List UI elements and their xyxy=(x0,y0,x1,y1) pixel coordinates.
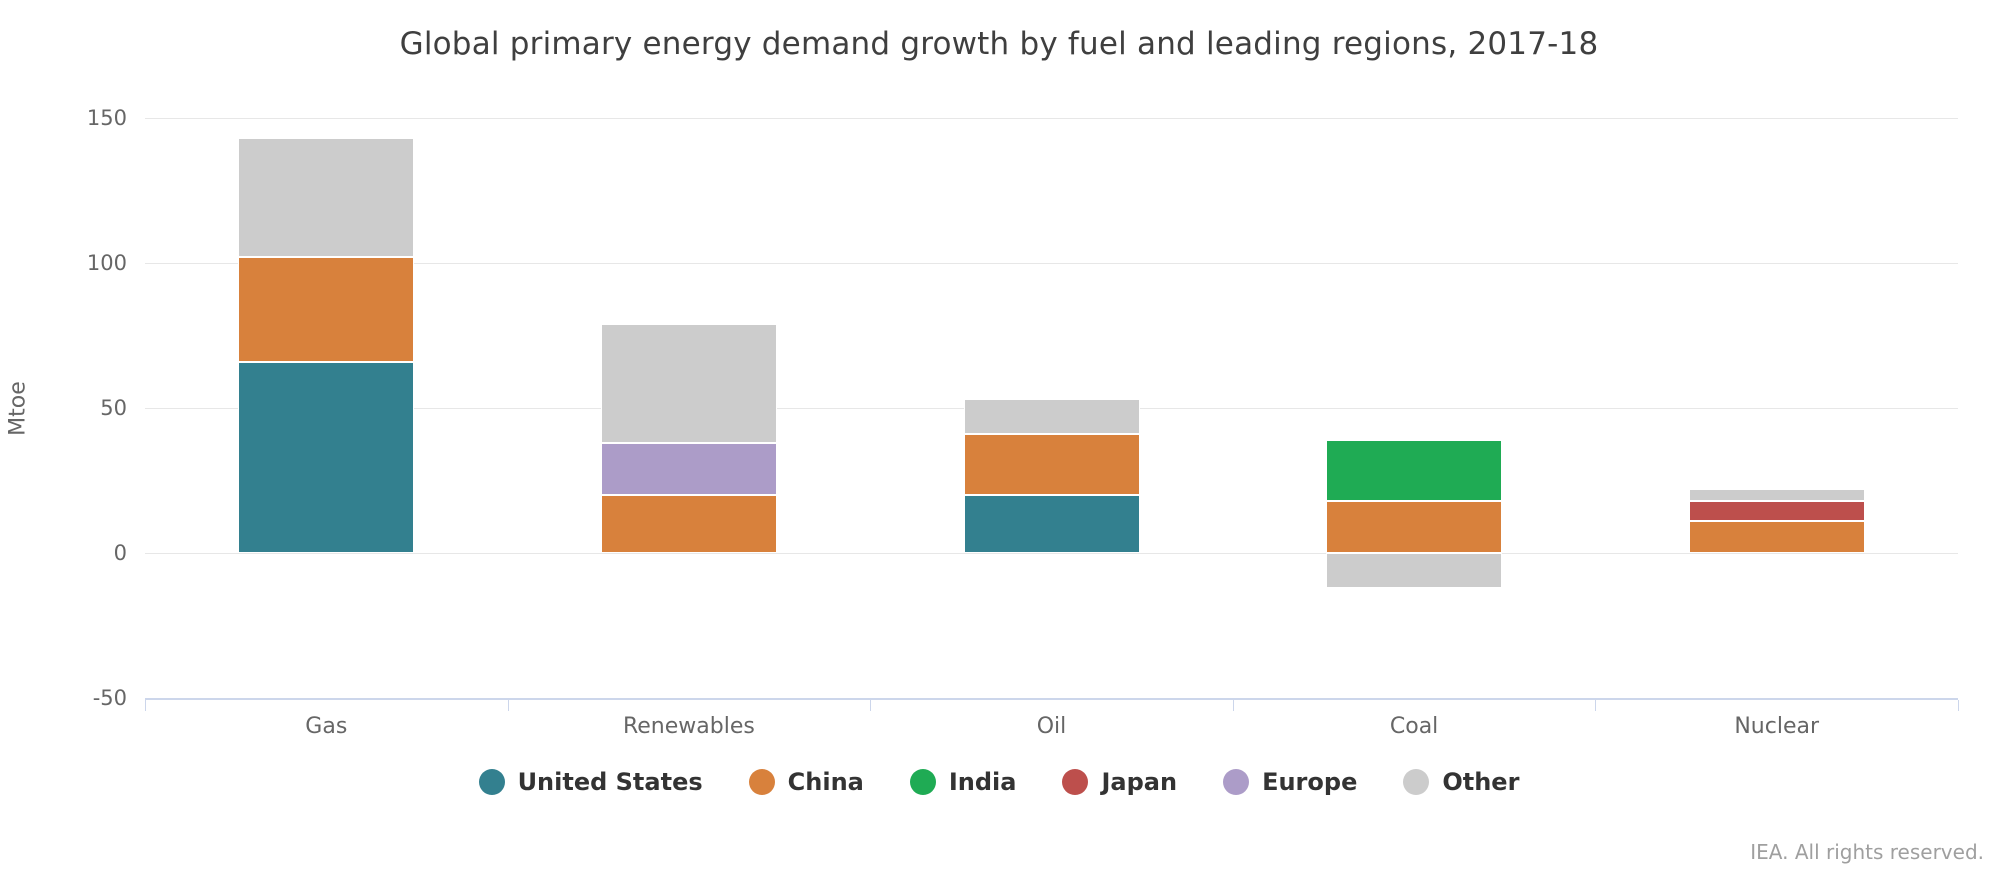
x-category-label: Nuclear xyxy=(1734,714,1820,739)
legend-marker-icon xyxy=(1062,769,1089,795)
gridline xyxy=(145,118,1958,119)
bar-segment-china-gas[interactable] xyxy=(238,257,415,362)
y-tick-label: -50 xyxy=(92,686,127,710)
y-tick-label: 150 xyxy=(86,106,127,130)
x-axis-line xyxy=(145,698,1958,700)
legend-label: Japan xyxy=(1101,768,1178,796)
bar-segment-china-coal[interactable] xyxy=(1326,500,1503,553)
legend-item-europe[interactable]: Europe xyxy=(1223,768,1357,796)
bar-segment-other-gas[interactable] xyxy=(238,138,415,258)
legend-marker-icon xyxy=(748,769,775,795)
x-axis-tick xyxy=(145,700,146,711)
bar-segment-china-nuclear[interactable] xyxy=(1688,521,1865,553)
y-tick-label: 50 xyxy=(100,396,127,420)
bar-segment-other-oil[interactable] xyxy=(963,399,1140,435)
legend: United States China India Japan Europe Other xyxy=(0,768,1998,796)
bar-segment-united-states-oil[interactable] xyxy=(963,495,1140,553)
x-axis-tick xyxy=(870,700,872,711)
x-category-label: Renewables xyxy=(622,714,755,739)
legend-marker-icon xyxy=(1223,769,1250,795)
bar-segment-other-coal[interactable] xyxy=(1326,553,1503,588)
bar-segment-united-states-gas[interactable] xyxy=(238,361,415,553)
copyright-note: IEA. All rights reserved. xyxy=(1750,840,1984,864)
legend-label: China xyxy=(787,768,864,796)
legend-label: United States xyxy=(517,768,703,796)
legend-label: Europe xyxy=(1262,768,1358,796)
legend-label: Other xyxy=(1442,768,1520,796)
legend-item-india[interactable]: India xyxy=(909,768,1017,796)
gridline xyxy=(145,263,1958,264)
bar-segment-india-coal[interactable] xyxy=(1326,439,1503,501)
gridline xyxy=(145,553,1958,554)
legend-item-other[interactable]: Other xyxy=(1403,768,1519,796)
legend-marker-icon xyxy=(909,769,936,795)
x-category-label: Gas xyxy=(305,714,348,739)
x-axis-tick xyxy=(1232,700,1234,711)
bar-segment-other-nuclear[interactable] xyxy=(1688,489,1865,501)
legend-marker-icon xyxy=(478,769,505,795)
x-axis-tick xyxy=(507,700,509,711)
chart-title: Global primary energy demand growth by f… xyxy=(399,26,1599,62)
legend-item-china[interactable]: China xyxy=(748,768,864,796)
legend-item-japan[interactable]: Japan xyxy=(1062,768,1177,796)
x-axis-tick xyxy=(1958,700,1959,711)
bar-segment-japan-nuclear[interactable] xyxy=(1688,500,1865,522)
bar-segment-china-oil[interactable] xyxy=(963,434,1140,495)
bar-segment-europe-renewables[interactable] xyxy=(600,442,777,495)
y-tick-label: 0 xyxy=(113,541,127,565)
x-category-label: Oil xyxy=(1036,714,1067,739)
y-tick-label: 100 xyxy=(86,251,127,275)
legend-label: India xyxy=(948,768,1017,796)
x-axis-tick xyxy=(1595,700,1597,711)
legend-marker-icon xyxy=(1403,769,1430,795)
y-axis-title: Mtoe xyxy=(5,381,31,436)
legend-item-united-states[interactable]: United States xyxy=(478,768,703,796)
x-category-label: Coal xyxy=(1389,714,1439,739)
bar-segment-other-renewables[interactable] xyxy=(600,323,777,443)
bar-segment-china-renewables[interactable] xyxy=(600,495,777,553)
